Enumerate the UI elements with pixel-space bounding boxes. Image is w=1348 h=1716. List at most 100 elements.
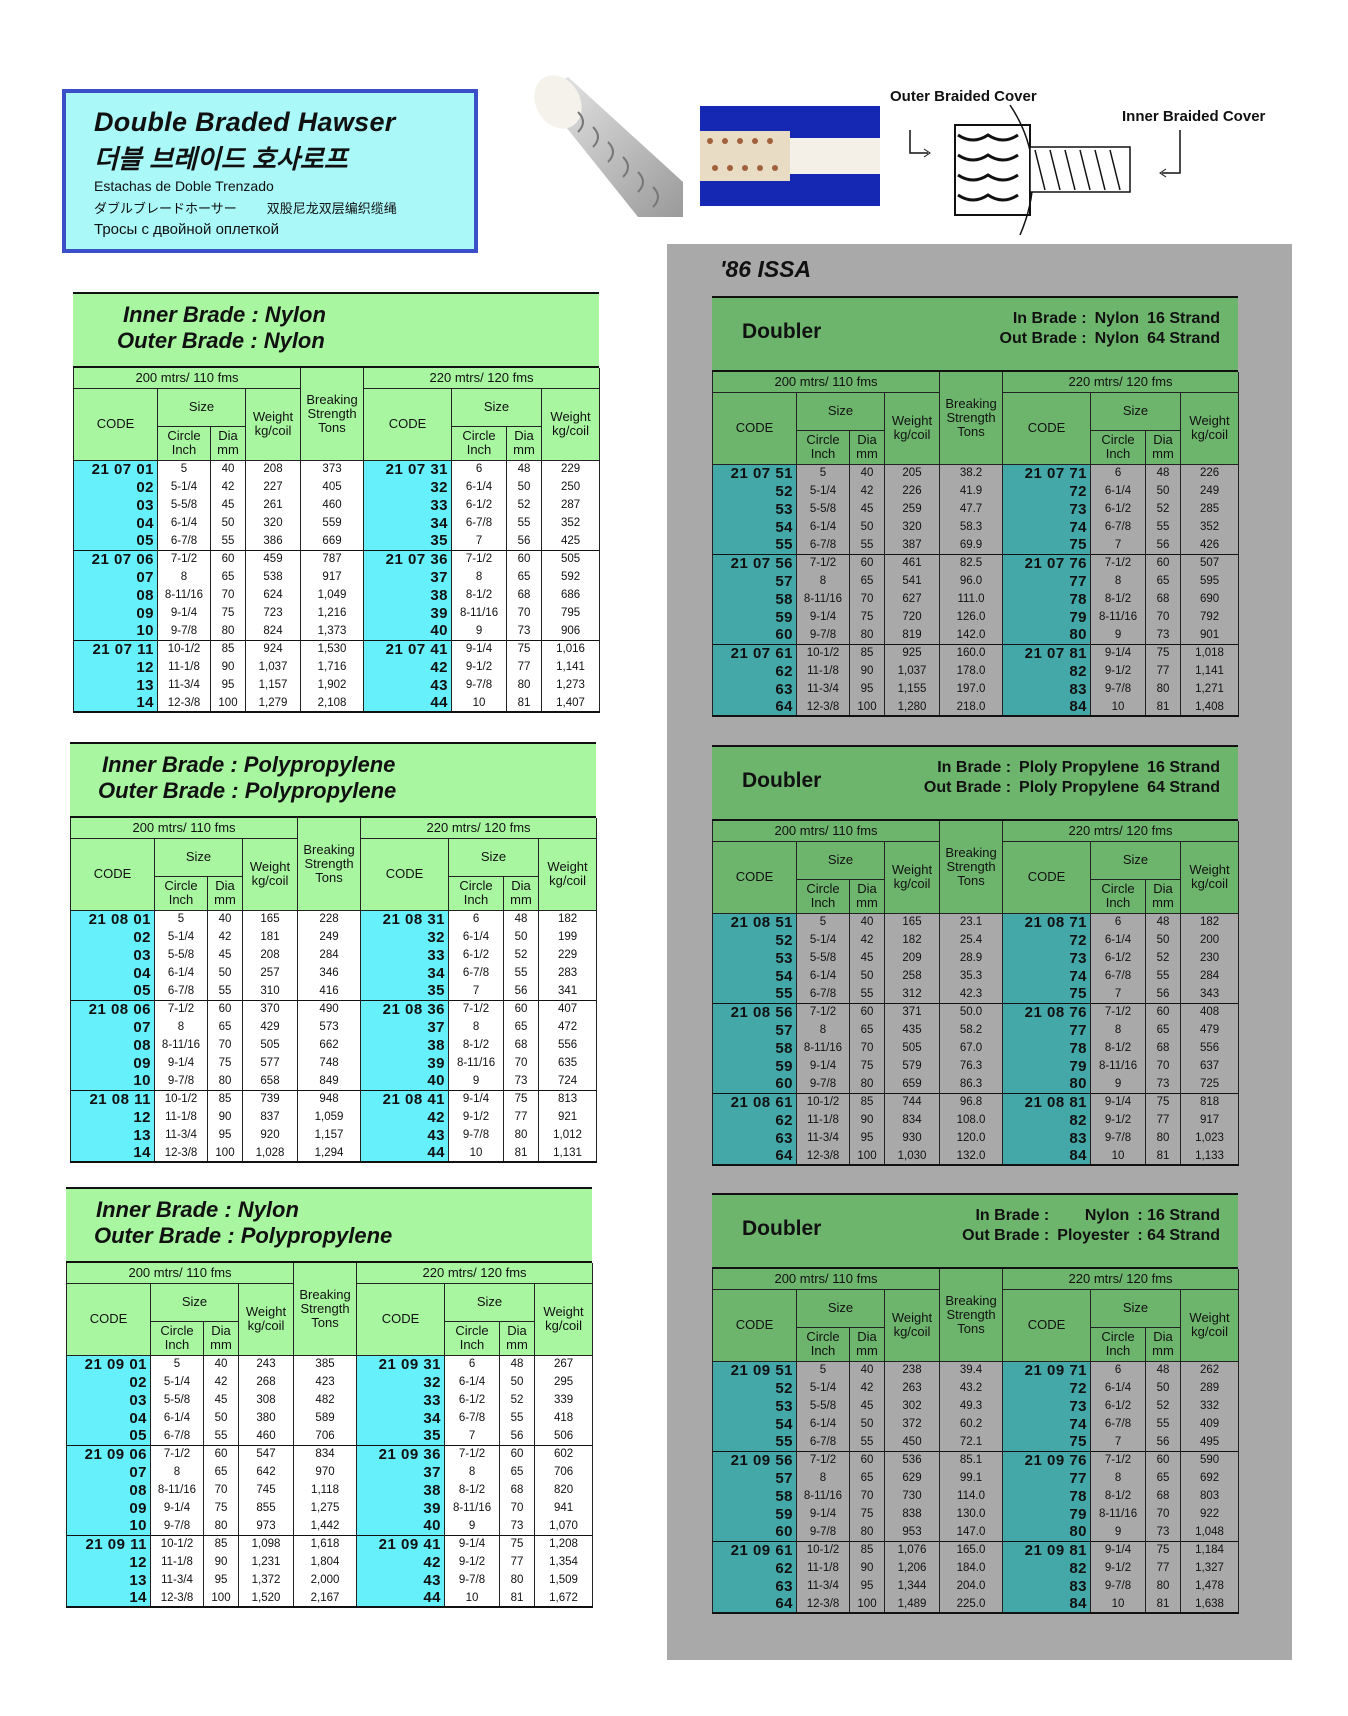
cell-weight-r: 635 [538,1054,598,1072]
cell-dia-l: 55 [849,985,885,1003]
cell-circle-r: 8-11/16 [444,1499,501,1517]
cell-code-l: 62 [712,662,797,680]
cell-circle-r: 9-7/8 [444,1571,501,1589]
circle-inch-header: Circle Inch [157,426,211,461]
cell-circle-r: 7-1/2 [1090,1450,1147,1469]
code-header: CODE [712,841,797,914]
cell-dia-l: 85 [849,1540,885,1559]
cell-circle-r: 9-1/2 [1090,1111,1147,1129]
table-row: 21 08 61 10-1/2 85 744 96.8 21 08 81 9-1/4 75 81… [712,1092,1240,1111]
cell-code-r: 83 [1002,680,1092,698]
cell-code-r: 77 [1002,572,1092,590]
cell-weight-r: 820 [534,1481,594,1499]
table-row: 10 9-7/8 80 824 1,373 40 9 73 906 [73,622,601,640]
cell-code-l: 12 [70,1108,155,1126]
cell-breaking: 1,216 [300,604,365,622]
cell-circle-r: 6-1/2 [1090,949,1147,967]
cell-circle-l: 10-1/2 [157,639,211,658]
cell-circle-l: 12-3/8 [796,698,850,717]
cell-dia-r: 56 [1145,536,1182,554]
length-200m-header: 200 mtrs/ 110 fms [72,368,302,389]
table-header-band: Inner Brade : Nylon Outer Brade : Nylon [73,292,599,368]
cell-dia-l: 100 [849,1595,885,1614]
cell-breaking: 249 [297,928,362,946]
cell-code-r: 84 [1002,1595,1092,1614]
title-korean: 더블 브레이드 호사로프 [94,144,348,174]
table-row: 14 12-3/8 100 1,028 1,294 44 10 81 1,131 [70,1144,598,1163]
cell-weight-l: 208 [241,946,299,964]
cell-code-l: 54 [712,967,797,985]
weight-header: Weight kg/coil [541,388,601,461]
table-row: 21 09 01 5 40 243 385 21 09 31 6 48 267 [66,1355,594,1373]
table-row: 04 6-1/4 50 320 559 34 6-7/8 55 352 [73,514,601,532]
cell-dia-r: 80 [503,1126,540,1144]
table-row: 60 9-7/8 80 953 147.0 80 9 73 1,048 [712,1523,1240,1541]
cell-code-r: 21 08 76 [1002,1002,1092,1021]
cell-breaking: 405 [300,478,365,496]
cell-dia-r: 65 [503,1018,540,1036]
cell-code-l: 21 09 01 [66,1355,151,1373]
cell-breaking: 1,049 [300,586,365,604]
cell-dia-l: 40 [849,1361,885,1379]
cell-weight-r: 230 [1180,949,1240,967]
cell-code-l: 04 [73,514,158,532]
cell-weight-r: 289 [1180,1379,1240,1397]
cell-circle-l: 5-5/8 [154,946,208,964]
cell-weight-l: 268 [237,1373,295,1391]
cell-weight-r: 285 [1180,500,1240,518]
cell-circle-r: 8-1/2 [448,1036,505,1054]
cell-circle-l: 6-1/4 [150,1409,204,1427]
cell-circle-r: 9-7/8 [451,676,508,694]
cell-dia-r: 73 [1145,626,1182,644]
code-header: CODE [1002,392,1092,465]
cell-dia-r: 56 [506,532,543,550]
cell-circle-l: 5 [154,910,208,928]
dia-mm-header: Dia mm [203,1321,239,1356]
cell-code-l: 21 07 06 [73,549,158,568]
breaking-strength-header: Breaking Strength Tons [293,1263,358,1356]
table-row: 04 6-1/4 50 257 346 34 6-7/8 55 283 [70,964,598,982]
cell-weight-l: 1,344 [883,1577,941,1595]
cell-weight-l: 302 [883,1397,941,1415]
cell-circle-l: 8 [796,572,850,590]
cell-code-l: 57 [712,572,797,590]
cell-circle-r: 6 [448,910,505,928]
code-header: CODE [1002,1289,1092,1362]
spec-cell: Ployester [1057,1227,1130,1244]
cell-weight-l: 538 [244,568,302,586]
cell-code-r: 34 [363,514,453,532]
cell-circle-r: 6-7/8 [1090,967,1147,985]
cell-code-l: 64 [712,698,797,717]
cell-weight-l: 834 [883,1111,941,1129]
cell-weight-r: 408 [1180,1002,1240,1021]
cell-weight-r: 901 [1180,626,1240,644]
cell-circle-r: 6-1/4 [444,1373,501,1391]
cell-breaking: 423 [293,1373,358,1391]
cell-dia-r: 60 [1145,553,1182,572]
title-japanese: ダブルブレードホーサー [94,201,237,216]
cell-circle-l: 11-3/4 [796,1577,850,1595]
cell-weight-r: 803 [1180,1487,1240,1505]
cell-breaking: 228 [297,910,362,928]
cell-code-r: 73 [1002,1397,1092,1415]
cell-circle-l: 7-1/2 [154,999,208,1018]
cell-weight-l: 181 [241,928,299,946]
cell-dia-r: 73 [503,1072,540,1090]
cell-breaking: 573 [297,1018,362,1036]
cell-code-r: 40 [360,1072,450,1090]
table-row: 21 08 56 7-1/2 60 371 50.0 21 08 76 7-1/2 60 408 [712,1002,1240,1021]
cell-dia-l: 45 [207,946,243,964]
size-header: Size [154,838,243,877]
cell-code-r: 21 08 41 [360,1089,450,1108]
cell-circle-r: 9-7/8 [1090,1129,1147,1147]
cell-code-l: 14 [66,1589,151,1608]
cell-circle-r: 9-1/2 [451,658,508,676]
cell-dia-r: 75 [503,1089,540,1108]
cell-code-l: 14 [70,1144,155,1163]
cell-dia-r: 55 [506,514,543,532]
cell-weight-l: 380 [237,1409,295,1427]
cell-weight-r: 1,070 [534,1517,594,1535]
cell-code-l: 07 [66,1463,151,1481]
cell-dia-r: 52 [1145,500,1182,518]
cell-weight-r: 284 [1180,967,1240,985]
